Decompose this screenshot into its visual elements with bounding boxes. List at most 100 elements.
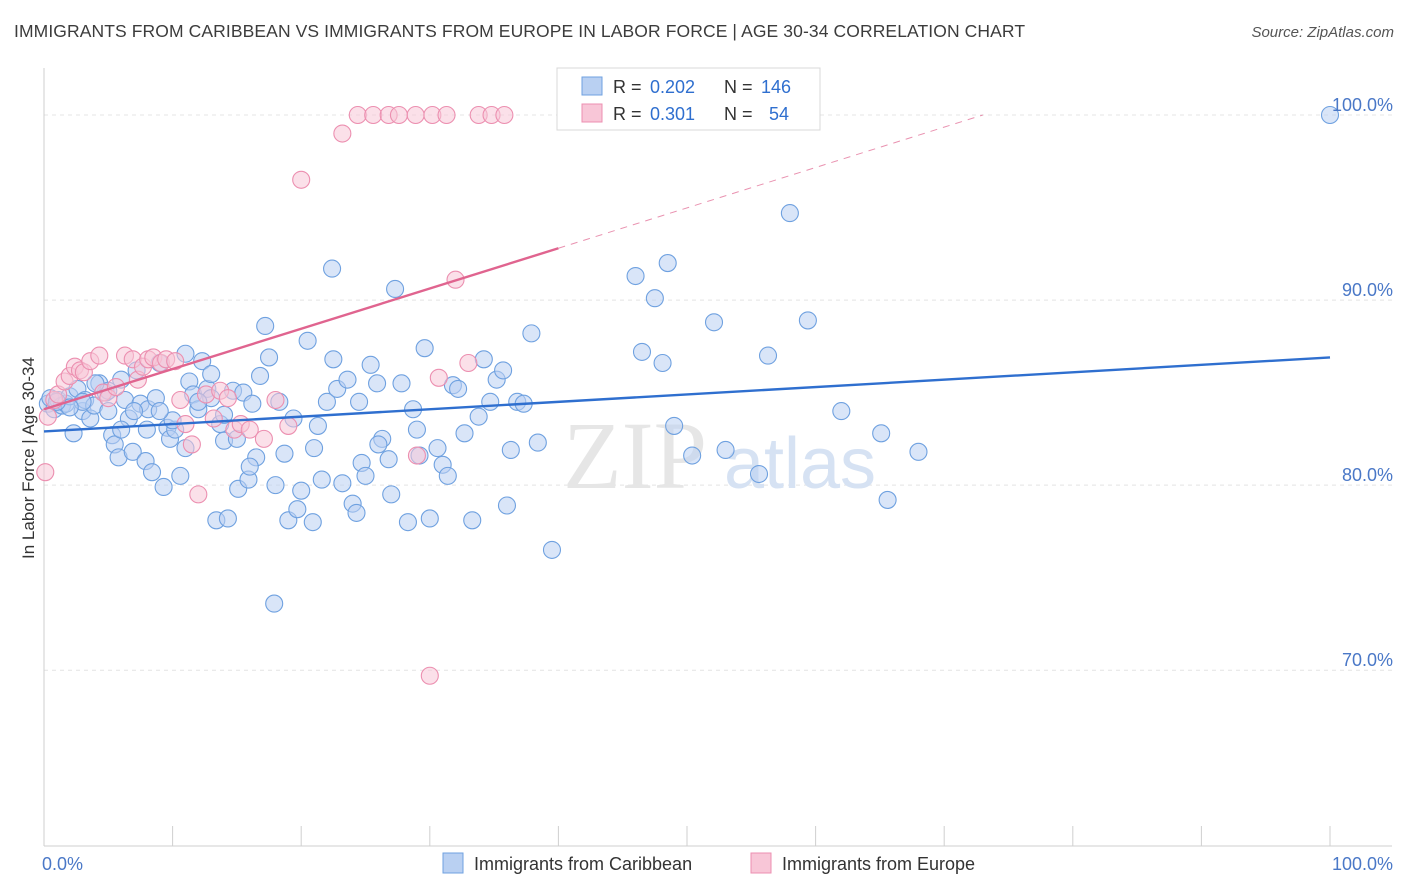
point-europe — [204, 409, 223, 428]
trend-extension-europe — [558, 114, 983, 249]
watermark: ZIP atlas — [563, 402, 876, 509]
point-caribbean — [324, 350, 343, 369]
y-tick-label: 100.0% — [1332, 95, 1393, 115]
point-europe — [364, 105, 383, 125]
point-caribbean — [356, 466, 375, 485]
axes — [43, 68, 1392, 847]
point-caribbean — [137, 420, 156, 439]
x-tick-label: 0.0% — [42, 854, 83, 874]
point-caribbean — [398, 513, 417, 532]
point-caribbean — [392, 374, 411, 393]
point-caribbean — [542, 540, 562, 559]
point-caribbean — [832, 402, 851, 421]
point-europe — [333, 124, 352, 143]
point-caribbean — [438, 466, 457, 485]
point-caribbean — [243, 394, 262, 413]
watermark-zip: ZIP — [563, 402, 707, 509]
point-europe — [38, 407, 57, 426]
point-caribbean — [382, 485, 401, 504]
legend-swatch-europe — [750, 852, 772, 874]
point-caribbean — [298, 331, 317, 350]
series-legend: Immigrants from Caribbean Immigrants fro… — [442, 852, 975, 874]
point-caribbean — [202, 365, 221, 384]
data-points — [36, 105, 1340, 685]
point-caribbean — [481, 392, 500, 411]
point-caribbean — [386, 279, 405, 299]
point-caribbean — [780, 204, 799, 223]
point-caribbean — [303, 513, 322, 532]
point-caribbean — [626, 266, 645, 286]
point-caribbean — [265, 594, 284, 613]
point-caribbean — [469, 407, 488, 426]
point-caribbean — [494, 361, 513, 380]
y-tick-label: 90.0% — [1342, 280, 1393, 300]
point-caribbean — [368, 374, 387, 393]
point-europe — [459, 353, 478, 373]
source-credit: Source: ZipAtlas.com — [1251, 24, 1394, 41]
point-caribbean — [308, 416, 327, 435]
point-caribbean — [256, 316, 275, 336]
point-caribbean — [704, 313, 724, 332]
legend-label-europe: Immigrants from Europe — [782, 854, 975, 874]
point-caribbean — [665, 416, 684, 435]
point-caribbean — [112, 420, 131, 439]
point-caribbean — [716, 440, 735, 460]
point-caribbean — [350, 392, 369, 411]
point-caribbean — [64, 424, 83, 443]
point-caribbean — [361, 355, 380, 374]
point-europe — [266, 390, 285, 410]
point-europe — [279, 416, 298, 435]
point-caribbean — [1320, 105, 1340, 125]
point-europe — [495, 105, 514, 125]
point-europe — [406, 105, 425, 125]
point-caribbean — [123, 442, 142, 461]
point-caribbean — [497, 496, 517, 515]
point-caribbean — [645, 289, 664, 308]
point-europe — [182, 435, 201, 454]
point-caribbean — [305, 439, 324, 458]
watermark-atlas: atlas — [724, 424, 876, 504]
stats-r-label-pink: R = — [613, 104, 642, 124]
point-caribbean — [317, 392, 336, 411]
point-caribbean — [632, 342, 652, 361]
legend-swatch-caribbean — [442, 852, 464, 874]
point-caribbean — [124, 402, 144, 421]
point-caribbean — [240, 457, 259, 476]
point-europe — [437, 105, 456, 125]
point-caribbean — [658, 254, 677, 273]
point-europe — [240, 420, 259, 439]
point-caribbean — [909, 442, 928, 461]
y-axis-label: In Labor Force | Age 30-34 — [19, 357, 38, 559]
point-caribbean — [292, 481, 311, 500]
stats-n-label-blue: N = — [724, 77, 753, 97]
y-tick-label: 80.0% — [1342, 465, 1393, 485]
point-caribbean — [150, 402, 169, 421]
stats-n-value-blue: 146 — [761, 77, 791, 97]
point-caribbean — [379, 450, 398, 469]
tick-labels: 100.0% 90.0% 80.0% 70.0% 0.0% 100.0% — [42, 95, 1393, 874]
point-caribbean — [501, 440, 520, 460]
y-tick-label: 70.0% — [1342, 650, 1393, 670]
point-caribbean — [333, 474, 352, 493]
point-europe — [36, 463, 55, 482]
point-europe — [166, 352, 185, 371]
point-caribbean — [338, 370, 357, 389]
stats-n-value-pink: 54 — [769, 104, 789, 124]
stats-legend: R = 0.202 N = 146 R = 0.301 N = 54 — [556, 67, 821, 131]
point-caribbean — [463, 511, 482, 530]
point-caribbean — [474, 350, 493, 369]
chart-title: IMMIGRANTS FROM CARIBBEAN VS IMMIGRANTS … — [14, 21, 1026, 41]
point-caribbean — [218, 509, 237, 528]
stats-r-label-blue: R = — [613, 77, 642, 97]
point-caribbean — [369, 435, 388, 454]
point-europe — [420, 666, 439, 685]
point-caribbean — [683, 446, 702, 465]
point-caribbean — [872, 424, 891, 443]
point-caribbean — [522, 324, 541, 343]
point-caribbean — [142, 463, 162, 482]
point-caribbean — [171, 466, 190, 485]
point-caribbean — [193, 352, 212, 371]
point-europe — [407, 446, 426, 465]
point-caribbean — [259, 348, 279, 367]
